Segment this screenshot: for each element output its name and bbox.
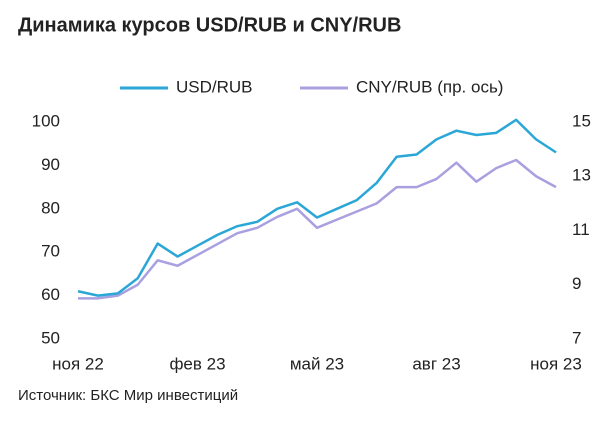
y-tick-label: 80 <box>41 198 60 217</box>
y-tick-label: 60 <box>41 285 60 304</box>
series-line <box>77 118 557 297</box>
x-tick-label: фев 23 <box>169 354 225 373</box>
y2-tick-label: 13 <box>572 166 591 185</box>
y2-tick-label: 9 <box>572 274 581 293</box>
series-line <box>78 158 557 300</box>
y2-tick-label: 11 <box>572 220 590 239</box>
chart-title: Динамика курсов USD/RUB и CNY/RUB <box>18 14 401 36</box>
x-tick-label: ноя 23 <box>530 354 582 373</box>
legend-label: USD/RUB <box>176 77 253 96</box>
y-tick-label: 100 <box>32 111 60 130</box>
x-tick-label: май 23 <box>290 354 344 373</box>
y-tick-label: 50 <box>41 328 60 347</box>
legend-label: CNY/RUB (пр. ось) <box>356 77 503 96</box>
x-tick-label: ноя 22 <box>52 354 104 373</box>
y2-tick-label: 15 <box>572 111 591 130</box>
source: Источник: БКС Мир инвестиций <box>18 387 238 404</box>
y-tick-label: 90 <box>41 155 60 174</box>
y2-tick-label: 7 <box>572 328 581 347</box>
x-tick-label: авг 23 <box>412 354 460 373</box>
y-tick-label: 70 <box>41 242 60 261</box>
